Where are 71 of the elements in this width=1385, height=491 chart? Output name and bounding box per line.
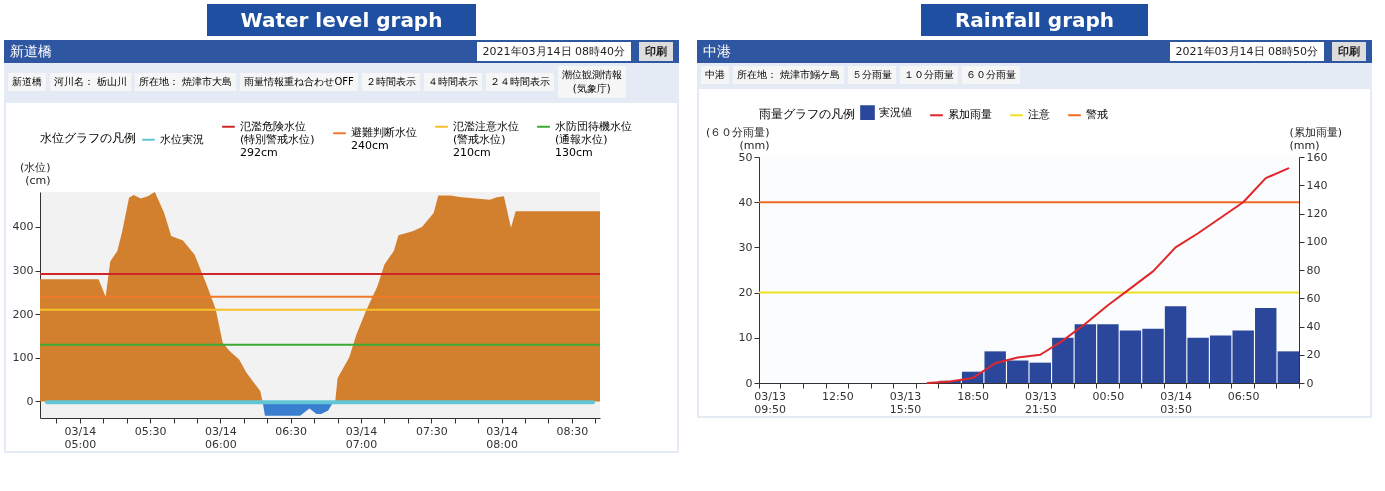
y-tick-label: 40 (738, 195, 753, 209)
text: 2021年03月14日 08時40分 (476, 42, 631, 61)
x-tick-label: 18:50 (957, 389, 989, 403)
y2-tick-label: 120 (1306, 207, 1328, 220)
text: 印刷 (1332, 42, 1366, 61)
text: 潮位観測情報 (気象庁) (557, 66, 626, 98)
legend-label: 累加雨量 (948, 108, 992, 122)
x-tick-label: 05:30 (134, 424, 167, 438)
text: 印刷 (639, 42, 673, 61)
y-tick-label: 0 (745, 376, 753, 390)
legend-title: 水位グラフの凡例 (40, 131, 136, 145)
y-tick-label: 200 (12, 307, 34, 321)
x-tick-label: 03/13 09:50 (754, 389, 787, 416)
text: 雨量情報重ね合わせOFF (240, 73, 358, 91)
legend-label: 注意 (1028, 108, 1050, 122)
x-tick-label: 03/14 07:00 (345, 424, 378, 451)
x-tick-label: 03/14 05:00 (64, 424, 97, 451)
x-tick-label: 03/14 08:00 (486, 424, 518, 451)
y-axis-title: (水位) (cm) (19, 160, 51, 187)
x-tick-label: 06:50 (1227, 389, 1260, 403)
text: 新道橋 (8, 73, 46, 91)
x-tick-label: 07:30 (415, 424, 448, 438)
legend-label: 氾濫危険水位 (特別警戒水位) 292cm (240, 119, 315, 159)
y-tick-label: 50 (738, 150, 753, 164)
legend-title: 雨量グラフの凡例 (759, 107, 855, 121)
text: ２時間表示 (361, 73, 420, 91)
x-tick-label: 03/13 15:50 (889, 389, 922, 416)
x-tick-label: 08:30 (556, 424, 589, 438)
y2-tick-label: 0 (1306, 376, 1314, 390)
y2-tick-label: 100 (1306, 235, 1328, 249)
legend-label: 実況値 (879, 105, 912, 119)
y-tick-label: 100 (12, 351, 34, 365)
text: ４時間表示 (423, 73, 482, 91)
text: ２４時間表示 (485, 73, 554, 91)
text: ６０分雨量 (962, 66, 1021, 84)
y2-tick-label: 40 (1306, 320, 1321, 333)
text: 所在地： 焼津市鰯ケ島 (733, 66, 845, 84)
chart-subtitle: 新道橋 (10, 42, 53, 61)
y-axis-title: (６０分雨量) (mm) (705, 125, 770, 152)
chart-subtitle: 中港 (703, 42, 732, 61)
legend-label: 警戒 (1086, 108, 1108, 122)
chart-title: Rainfall graph (920, 4, 1149, 36)
text: 中港 (701, 66, 729, 84)
x-tick-label: 03/14 03:50 (1160, 389, 1192, 416)
x-tick-label: 03/14 06:00 (205, 424, 237, 451)
text: １０分雨量 (900, 66, 959, 84)
legend-label: 水防団待機水位 (通報水位) 130cm (555, 119, 632, 159)
y-tick-label: 300 (12, 264, 34, 278)
x-tick-label: 03/13 21:50 (1024, 389, 1057, 416)
legend-label: 氾濫注意水位 (警戒水位) 210cm (453, 119, 519, 159)
y2-axis-title: (累加雨量) (mm) (1289, 125, 1343, 152)
y2-tick-label: 20 (1306, 348, 1321, 362)
x-tick-label: 06:30 (275, 424, 308, 438)
legend-label: 避難判断水位 240cm (351, 126, 417, 153)
text: 2021年03月14日 08時50分 (1169, 42, 1324, 61)
text: 所在地： 焼津市大島 (135, 73, 237, 91)
text: ５分雨量 (848, 66, 897, 84)
text: 河川名： 栃山川 (50, 73, 132, 91)
y2-tick-label: 140 (1306, 178, 1328, 192)
x-tick-label: 12:50 (822, 389, 854, 403)
y-tick-label: 30 (738, 240, 753, 254)
y-tick-label: 10 (738, 331, 753, 345)
y-tick-label: 400 (12, 220, 34, 234)
chart-title: Water level graph (206, 4, 477, 36)
y2-tick-label: 160 (1306, 150, 1328, 164)
x-tick-label: 00:50 (1092, 389, 1125, 403)
y-tick-label: 20 (738, 286, 753, 300)
y2-tick-label: 80 (1306, 263, 1321, 277)
legend-label: 水位実況 (160, 132, 204, 146)
y-tick-label: 0 (26, 394, 34, 408)
y2-tick-label: 60 (1306, 291, 1321, 305)
